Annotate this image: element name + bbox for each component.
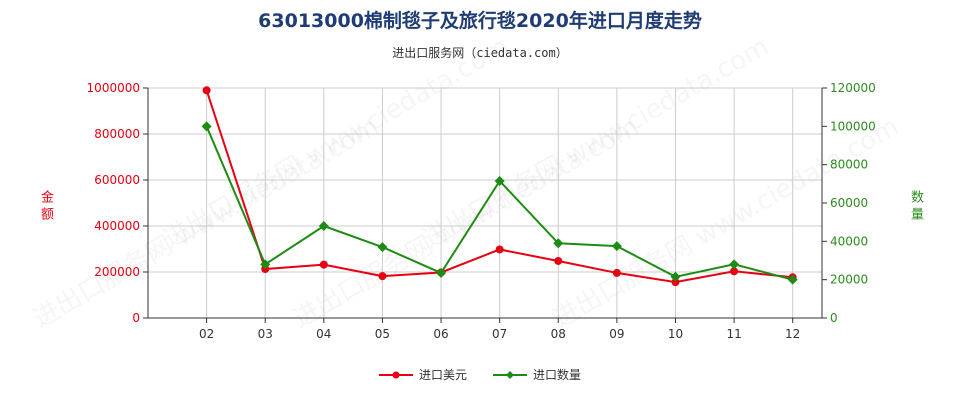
x-tick-label: 08 [551, 327, 566, 341]
series-quantity-point [494, 175, 505, 186]
legend: 进口美元 进口数量 [0, 366, 960, 383]
left-tick-label: 600000 [94, 173, 140, 187]
left-tick-label: 800000 [94, 127, 140, 141]
x-tick-label: 07 [492, 327, 507, 341]
x-tick-label: 10 [668, 327, 683, 341]
chart-title: 63013000棉制毯子及旅行毯2020年进口月度走势 [258, 10, 702, 32]
legend-quantity-marker [493, 370, 527, 379]
legend-amount-marker [378, 371, 413, 378]
right-tick-label: 20000 [830, 273, 868, 287]
series-amount-point [202, 86, 211, 95]
x-tick-label: 06 [433, 327, 448, 341]
left-tick-label: 0 [132, 311, 140, 325]
series-quantity-point [201, 121, 212, 132]
x-tick-label: 04 [316, 327, 331, 341]
left-axis-label: 金额 [38, 190, 53, 224]
series-amount-point [554, 256, 563, 265]
series-quantity-point [318, 221, 329, 231]
left-tick-label: 200000 [94, 265, 140, 279]
x-tick-label: 05 [375, 327, 390, 341]
series-amount-point [612, 268, 621, 277]
series-amount-point [378, 272, 387, 281]
right-tick-label: 40000 [830, 234, 868, 248]
x-tick-label: 11 [726, 327, 741, 341]
series-quantity-point [670, 271, 681, 282]
series-quantity-point [377, 242, 388, 253]
x-tick-label: 09 [609, 327, 624, 341]
series-amount-point [319, 260, 328, 269]
series-quantity-point [787, 274, 798, 285]
legend-item-amount[interactable]: 进口美元 [378, 366, 467, 383]
series-quantity-point [436, 267, 447, 278]
chart-subtitle: 进出口服务网（ciedata.com） [392, 46, 568, 60]
series-quantity-point [260, 259, 271, 270]
series-quantity-point [729, 259, 740, 270]
series-amount-point [730, 267, 739, 276]
right-axis-label: 数量 [908, 190, 923, 224]
right-tick-label: 100000 [830, 119, 876, 133]
legend-item-quantity[interactable]: 进口数量 [493, 366, 581, 383]
right-tick-label: 60000 [830, 196, 868, 210]
right-tick-label: 120000 [830, 81, 876, 95]
series-amount-point [671, 278, 680, 287]
left-tick-label: 1000000 [87, 81, 140, 95]
right-tick-label: 0 [830, 311, 838, 325]
x-tick-label: 02 [199, 327, 214, 341]
series-quantity-point [553, 238, 564, 249]
right-tick-label: 80000 [830, 158, 868, 172]
legend-amount-label: 进口美元 [418, 368, 467, 382]
series-amount-point [495, 245, 504, 254]
left-tick-label: 400000 [94, 219, 140, 233]
x-tick-label: 12 [785, 327, 800, 341]
x-tick-label: 03 [258, 327, 273, 341]
legend-quantity-label: 进口数量 [533, 368, 582, 382]
series-quantity-point [611, 241, 622, 252]
